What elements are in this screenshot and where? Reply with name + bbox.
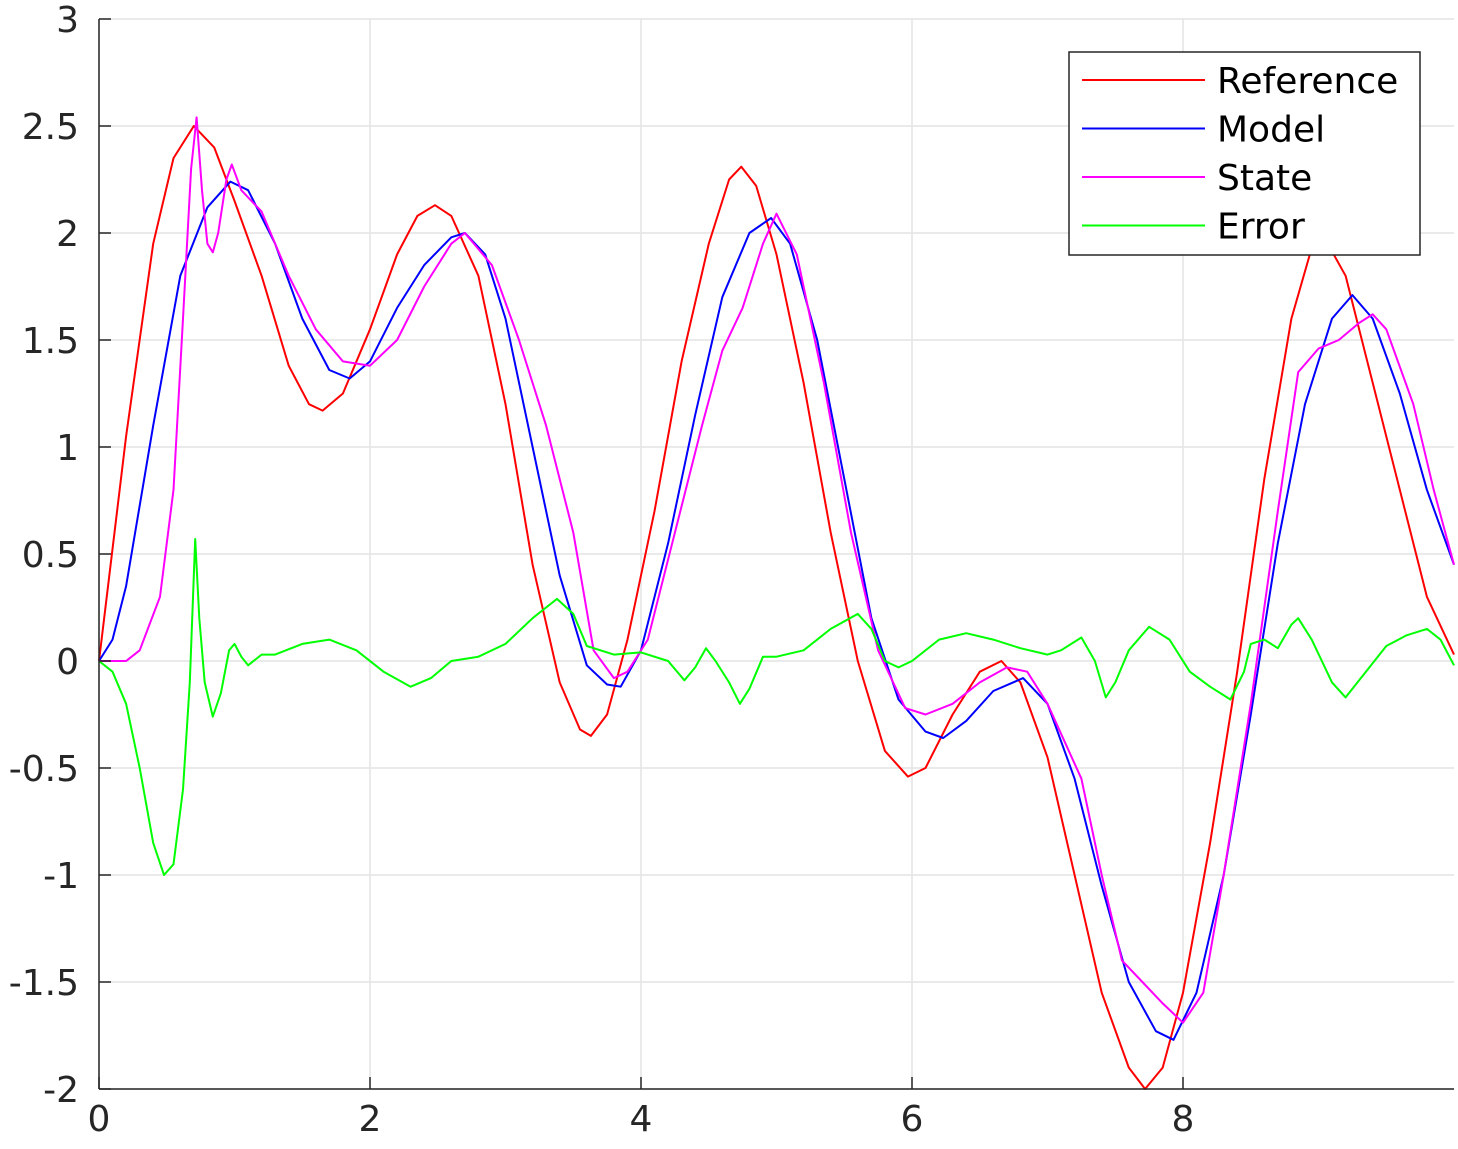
x-axis-ticks: 0 2 4 6 8 (88, 1077, 1195, 1140)
legend-label-reference: Reference (1217, 61, 1398, 102)
legend-label-error: Error (1217, 207, 1305, 248)
y-tick-label: 2.5 (22, 107, 79, 148)
y-tick-label: -2 (43, 1070, 79, 1111)
y-tick-label: -1.5 (9, 963, 79, 1004)
y-tick-label: -0.5 (9, 749, 79, 790)
x-tick-label: 4 (630, 1099, 653, 1140)
x-tick-label: 8 (1172, 1099, 1195, 1140)
y-axis-ticks: -2 -1.5 -1 -0.5 0 0.5 1 1.5 2 2.5 3 (9, 0, 111, 1111)
series-line-error (98, 538, 1455, 876)
y-tick-label: -1 (43, 856, 79, 897)
y-tick-label: 0 (56, 642, 79, 683)
x-tick-label: 6 (901, 1099, 924, 1140)
series-layer (98, 116, 1455, 1090)
y-tick-label: 0.5 (22, 535, 79, 576)
series-line-state (99, 116, 1455, 1024)
legend-box (1068, 51, 1421, 256)
legend-label-model: Model (1217, 110, 1325, 151)
y-tick-label: 1.5 (22, 321, 79, 362)
x-tick-label: 0 (88, 1099, 111, 1140)
y-tick-label: 1 (56, 428, 79, 469)
x-tick-label: 2 (359, 1099, 382, 1140)
y-tick-label: 3 (56, 0, 79, 41)
series-line-model (98, 180, 1455, 1041)
series-line-reference (98, 125, 1455, 1090)
y-tick-label: 2 (56, 214, 79, 255)
legend-label-state: State (1217, 158, 1312, 199)
legend: Reference Model State Error (1068, 51, 1421, 256)
